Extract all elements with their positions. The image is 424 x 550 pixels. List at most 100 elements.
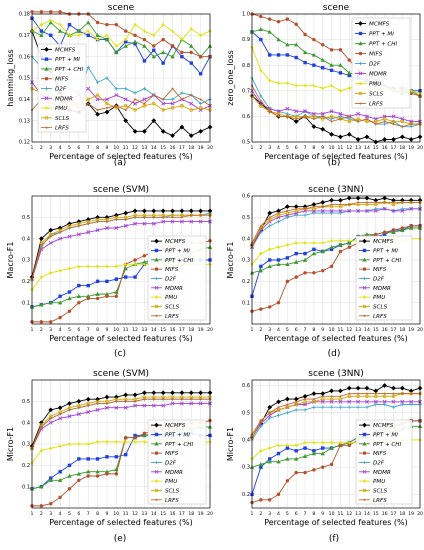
y-tick-label: 0.13	[19, 118, 30, 124]
data-point	[58, 444, 62, 448]
data-point	[311, 52, 317, 57]
data-point	[382, 232, 387, 237]
data-point	[276, 413, 281, 418]
data-point	[189, 401, 194, 406]
y-tick-label: 0.6	[242, 194, 250, 200]
data-point	[382, 122, 387, 126]
legend-entry: PPT + MI	[55, 57, 80, 63]
data-point	[133, 262, 137, 266]
data-point	[76, 232, 81, 237]
data-point	[190, 214, 193, 217]
data-point	[198, 401, 203, 406]
data-point	[391, 394, 396, 399]
data-point	[409, 91, 413, 96]
legend-marker	[358, 51, 363, 56]
data-point	[180, 54, 184, 59]
x-tick-label: 19	[408, 327, 414, 333]
x-axis-label: Percentage of selected features (%)	[49, 334, 193, 343]
legend-entry: SCLS	[55, 116, 70, 122]
panel-label: (d)	[328, 349, 341, 359]
x-tick-label: 3	[49, 145, 52, 151]
legend-marker	[154, 422, 159, 428]
data-point	[321, 205, 324, 208]
data-point	[199, 214, 202, 217]
legend-entry: MDMR	[369, 72, 387, 78]
data-point	[189, 27, 193, 31]
x-tick-label: 19	[198, 327, 204, 333]
data-point	[267, 109, 272, 113]
data-point	[58, 416, 63, 421]
data-point	[189, 61, 193, 65]
data-point	[259, 307, 263, 311]
data-point	[67, 266, 72, 271]
data-point	[142, 440, 147, 444]
data-point	[180, 104, 184, 108]
data-point	[105, 455, 109, 459]
data-point	[58, 10, 62, 14]
legend-entry: PMU	[369, 82, 381, 88]
data-point	[198, 101, 203, 106]
data-point	[320, 249, 325, 254]
data-point	[161, 61, 165, 65]
data-point	[410, 123, 413, 126]
data-point	[364, 385, 370, 391]
data-point	[152, 101, 156, 106]
x-tick-label: 9	[321, 327, 324, 333]
legend-marker	[44, 86, 49, 91]
data-point	[364, 399, 369, 404]
x-tick-label: 13	[141, 511, 147, 517]
y-tick-label: 0.1	[242, 300, 250, 306]
data-point	[198, 33, 203, 38]
data-point	[143, 102, 146, 105]
x-tick-label: 10	[113, 511, 119, 517]
data-point	[347, 399, 352, 404]
data-point	[259, 419, 263, 423]
data-point	[95, 228, 100, 233]
series-line	[31, 221, 210, 280]
data-point	[86, 457, 90, 461]
data-point	[276, 219, 281, 224]
data-point	[321, 397, 325, 401]
x-axis-label: Percentage of selected features (%)	[264, 334, 408, 343]
data-point	[48, 240, 53, 245]
data-point	[409, 402, 413, 407]
data-point	[312, 37, 316, 42]
data-point	[374, 392, 377, 395]
x-tick-label: 19	[408, 511, 414, 517]
data-point	[339, 117, 342, 120]
series-pmu	[30, 18, 212, 48]
data-point	[199, 398, 202, 401]
data-point	[329, 68, 334, 73]
data-point	[160, 390, 166, 396]
legend-marker	[362, 488, 367, 493]
data-point	[400, 226, 405, 230]
data-point	[383, 201, 386, 204]
legend-marker	[155, 498, 158, 501]
x-tick-label: 3	[49, 327, 52, 333]
series-line	[251, 393, 420, 435]
data-point	[356, 208, 361, 213]
data-point	[104, 226, 109, 230]
data-point	[347, 208, 352, 213]
panel-label: (a)	[114, 158, 127, 168]
series-line	[251, 201, 420, 244]
data-point	[58, 495, 62, 500]
data-point	[321, 211, 325, 215]
data-point	[87, 404, 90, 407]
data-point	[86, 296, 90, 301]
x-tick-label: 8	[96, 511, 99, 517]
legend-marker	[358, 31, 363, 36]
legend-marker	[362, 460, 367, 465]
data-point	[303, 408, 307, 412]
data-point	[348, 392, 351, 395]
data-point	[104, 405, 109, 410]
chart-panel-3: 1 2 3 4 5 6 7 8 9 10 11 12 13 14 15 16 17 18 19 200.10.20.3…	[6, 185, 213, 359]
data-point	[382, 394, 387, 399]
x-tick-label: 19	[198, 145, 204, 151]
legend: MCMFS PPT + MI PPT + CHI MIFS D2F MDMR PMU SCLS…	[147, 419, 207, 505]
data-point	[330, 395, 333, 398]
x-tick-label: 19	[198, 511, 204, 517]
x-tick-label: 2	[259, 511, 262, 517]
data-point	[85, 396, 91, 402]
data-point	[49, 320, 53, 324]
